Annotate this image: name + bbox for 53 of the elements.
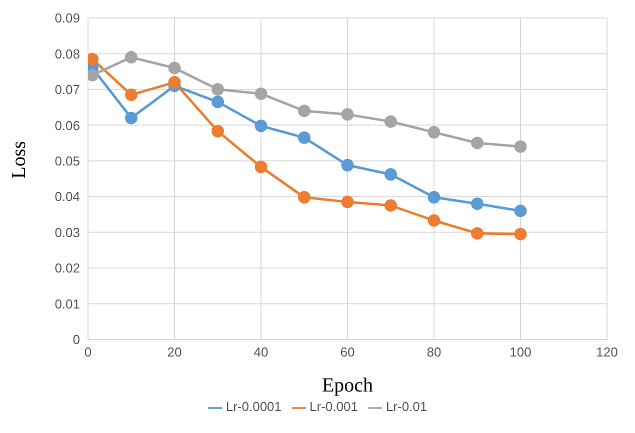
point: [341, 108, 354, 121]
point: [514, 204, 527, 218]
y-tick-label: 0.07: [54, 82, 80, 98]
point: [125, 51, 138, 64]
point: [254, 120, 268, 132]
x-tick-label: 0: [84, 344, 92, 360]
point: [88, 52, 99, 66]
point: [471, 197, 484, 210]
point: [212, 124, 224, 138]
y-tick-label: 0.01: [54, 296, 80, 312]
y-tick-label: 0.04: [54, 189, 80, 204]
y-tick-label: 0.08: [54, 46, 80, 62]
point: [125, 88, 138, 102]
y-tick-label: 0.03: [54, 224, 80, 240]
x-tick-label: 20: [167, 344, 182, 360]
x-tick-label: 120: [596, 344, 618, 360]
point: [428, 214, 440, 227]
y-tick-label: 0: [72, 332, 80, 348]
point: [254, 87, 268, 100]
point: [341, 158, 354, 172]
point: [471, 136, 484, 150]
y-tick-label: 0.06: [54, 118, 80, 133]
point: [298, 191, 310, 204]
x-tick-label: 60: [340, 344, 355, 360]
point: [212, 96, 224, 108]
y-tick-label: 0.05: [54, 153, 80, 168]
point: [428, 126, 440, 139]
point: [298, 131, 310, 144]
point: [125, 112, 138, 124]
point: [168, 62, 181, 74]
point: [384, 168, 397, 181]
x-tick-label: 80: [426, 344, 442, 360]
x-tick-label: 100: [510, 344, 532, 360]
point: [471, 227, 484, 240]
point: [514, 228, 527, 240]
y-tick-label: 0.02: [54, 260, 80, 276]
point: [428, 191, 440, 204]
x-tick-label: 40: [254, 344, 268, 360]
point: [168, 76, 181, 89]
legend-label: Lr-0.0001: [226, 399, 282, 414]
y-axis-title: Loss: [8, 140, 30, 179]
point: [254, 160, 268, 174]
y-tick-label: 0.09: [54, 10, 80, 26]
point: [341, 196, 354, 208]
x-axis-title: Epoch: [322, 374, 374, 396]
point: [384, 199, 397, 212]
point: [212, 83, 224, 96]
legend-label: Lr-0.01: [386, 399, 428, 414]
point: [88, 68, 99, 82]
point: [514, 140, 527, 153]
legend-label: Lr-0.001: [310, 399, 358, 414]
point: [298, 104, 310, 118]
point: [384, 115, 397, 128]
